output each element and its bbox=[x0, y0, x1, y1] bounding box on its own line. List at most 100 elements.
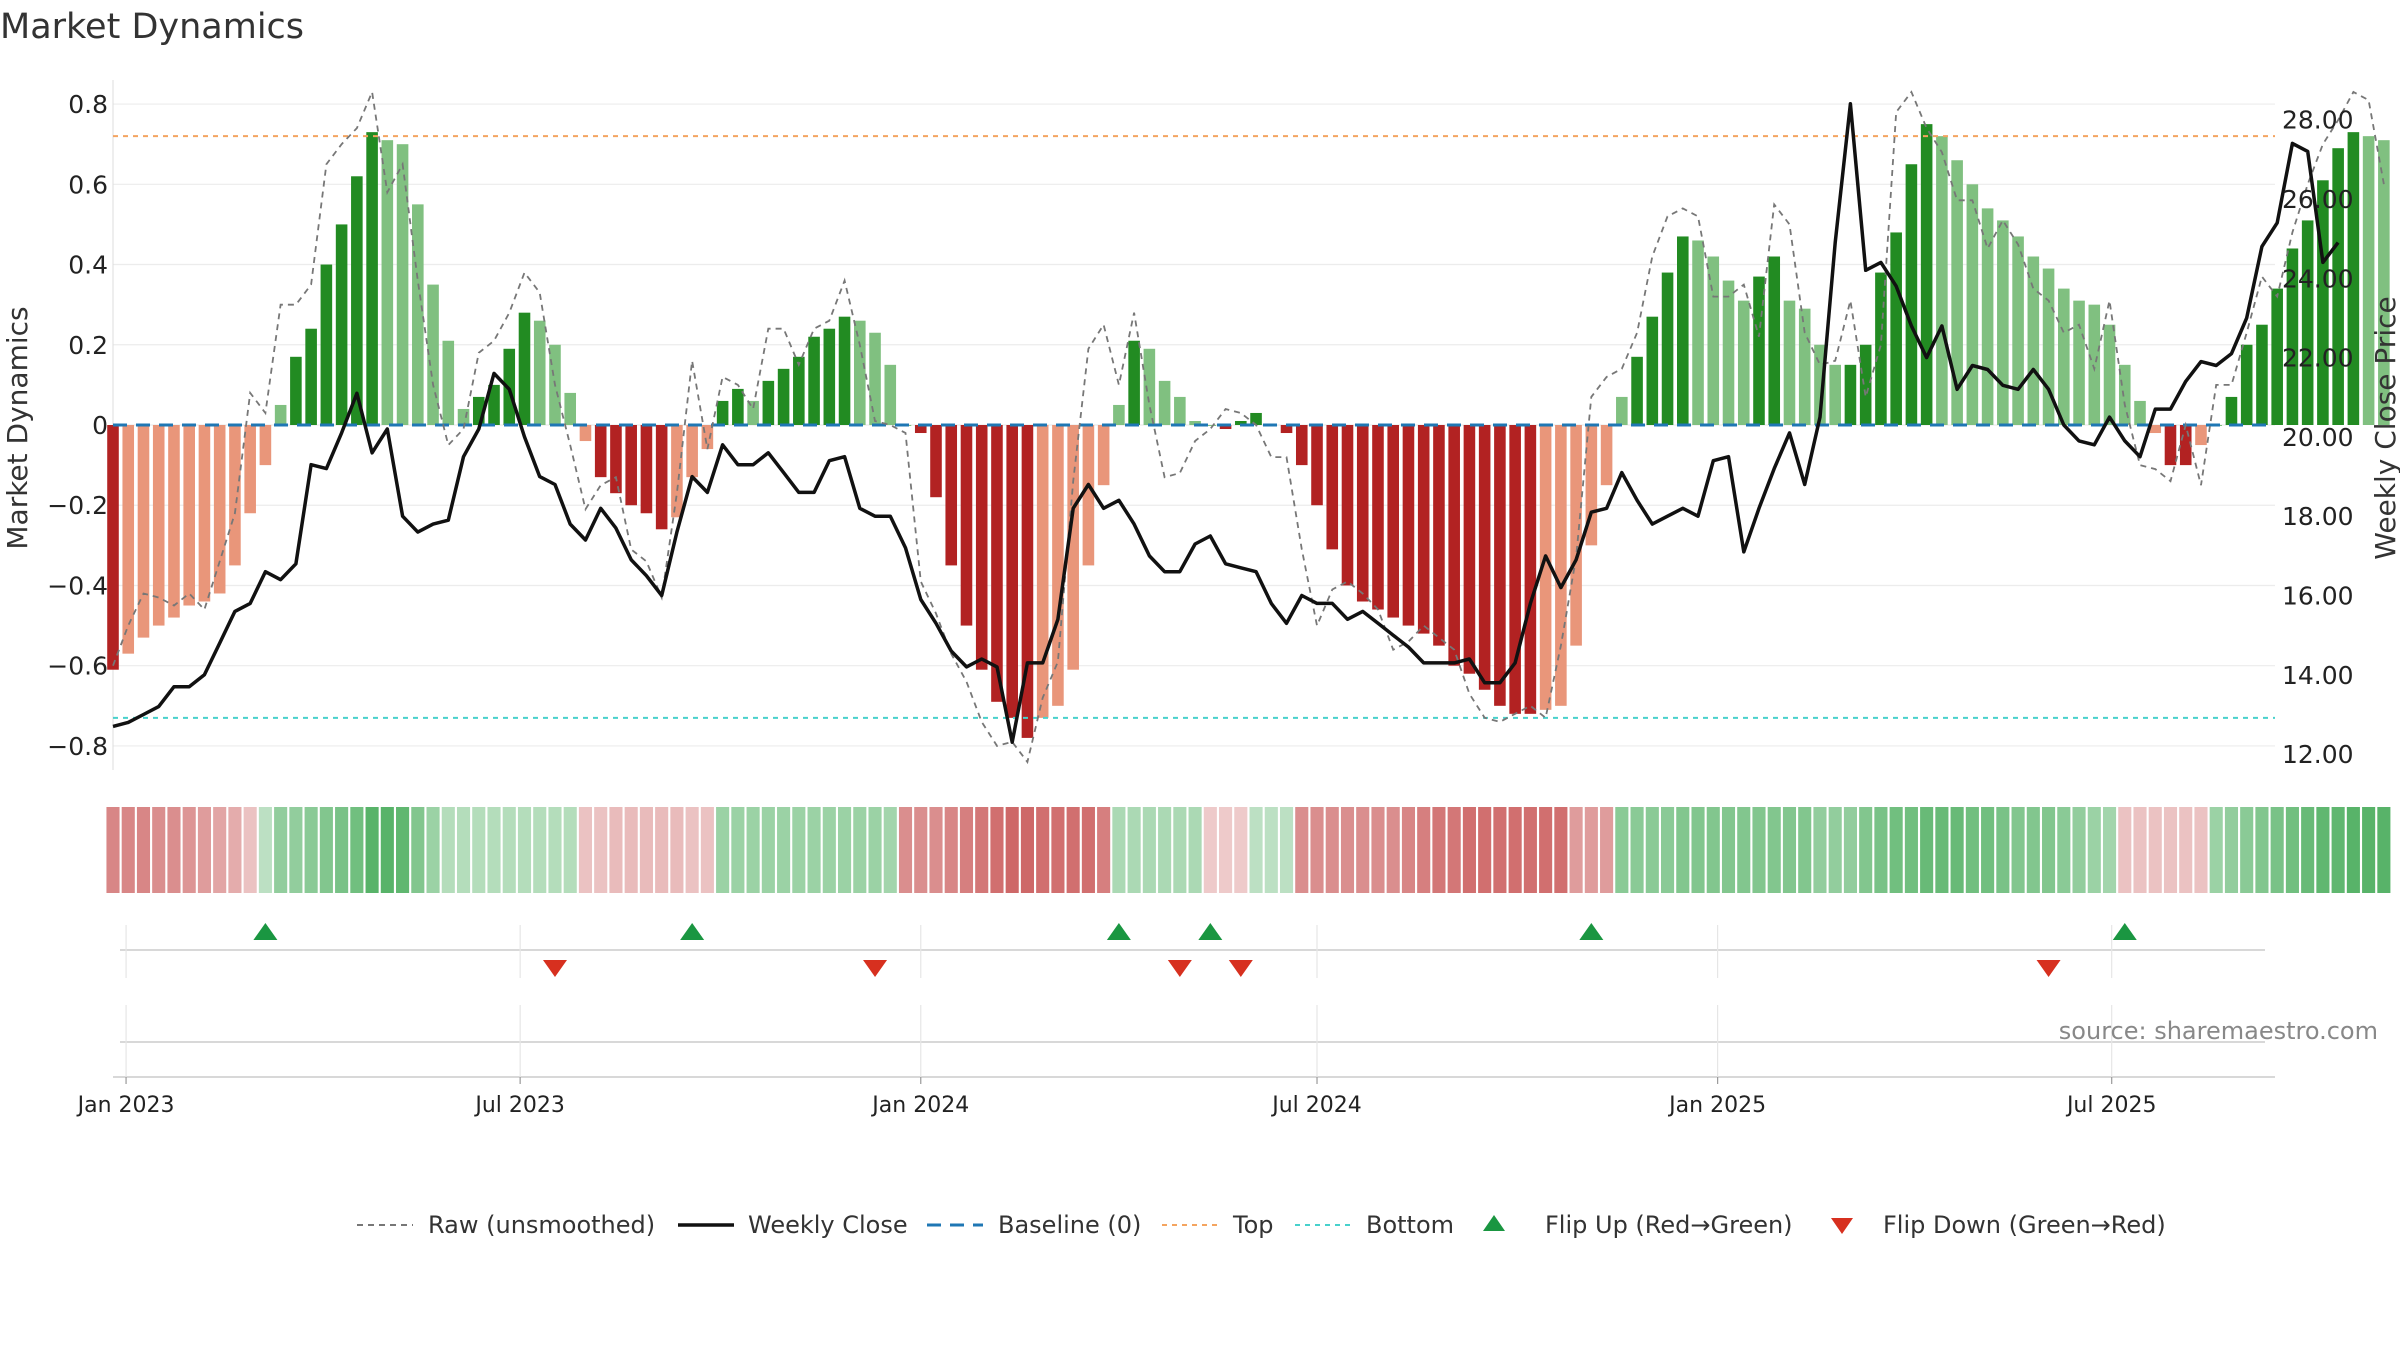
dynamics-bar bbox=[808, 336, 820, 425]
dynamics-bar bbox=[975, 425, 988, 670]
heat-strip-cell bbox=[1112, 807, 1126, 893]
dynamics-bar bbox=[1417, 425, 1430, 634]
dynamics-bar bbox=[1722, 280, 1735, 425]
dynamics-bar bbox=[625, 425, 637, 506]
heat-strip-cell bbox=[853, 807, 867, 893]
heat-strip-cell bbox=[1843, 807, 1857, 893]
y-tick-label: −0.8 bbox=[47, 732, 108, 761]
heat-strip-cell bbox=[1782, 807, 1797, 893]
heat-strip-cell bbox=[152, 807, 166, 893]
dynamics-bar bbox=[1631, 356, 1643, 425]
legend-label-flip-up: Flip Up (Red→Green) bbox=[1545, 1211, 1793, 1239]
heat-strip-cell bbox=[1325, 807, 1339, 893]
dynamics-bar bbox=[305, 328, 317, 425]
heat-strip-cell bbox=[1600, 807, 1614, 893]
heat-strip-cell bbox=[1478, 807, 1492, 893]
date-tick-label: Jan 2025 bbox=[1667, 1093, 1766, 1118]
dynamics-bar bbox=[168, 425, 180, 618]
legend-item-close: Weekly Close bbox=[678, 1211, 908, 1239]
y2-tick-label: 14.00 bbox=[2282, 661, 2354, 690]
dynamics-bar bbox=[137, 425, 150, 638]
dynamics-bar bbox=[2088, 304, 2101, 425]
legend-item-raw: Raw (unsmoothed) bbox=[357, 1211, 655, 1239]
y2-tick-label: 26.00 bbox=[2282, 185, 2354, 214]
weekly-close-line bbox=[112, 102, 2340, 744]
dynamics-bar bbox=[2317, 180, 2329, 425]
legend-item-bottom: Bottom bbox=[1295, 1211, 1454, 1239]
dynamics-bar bbox=[1036, 425, 1049, 718]
chart-title: Market Dynamics bbox=[0, 7, 304, 47]
heat-strip-cell bbox=[2377, 807, 2391, 893]
heat-strip-cell bbox=[274, 807, 288, 893]
dynamics-bar bbox=[1128, 340, 1140, 425]
dynamics-bar bbox=[1600, 425, 1613, 486]
dynamics-bar bbox=[869, 332, 881, 425]
heat-strip-cell bbox=[1508, 807, 1522, 893]
dynamics-bar bbox=[2301, 220, 2314, 425]
heat-strip-cell bbox=[1859, 807, 1873, 893]
y-tick-label: 0.8 bbox=[68, 90, 108, 119]
heat-strip-cell bbox=[1981, 807, 1995, 893]
heat-strip-cell bbox=[533, 807, 547, 893]
heat-strip-cell bbox=[2255, 807, 2269, 893]
heat-strip-cell bbox=[2362, 807, 2376, 893]
legend-item-baseline: Baseline (0) bbox=[927, 1211, 1141, 1239]
dynamics-bar bbox=[2240, 344, 2253, 425]
dynamics-bar bbox=[2073, 300, 2085, 425]
flip-up-marker bbox=[253, 923, 278, 940]
heat-strip-cell bbox=[1645, 807, 1659, 893]
heat-strip-cell bbox=[2118, 807, 2132, 893]
heat-strip-cell bbox=[1203, 807, 1217, 893]
heat-strip-cell bbox=[944, 807, 958, 893]
heat-strip-cell bbox=[1158, 807, 1172, 893]
heat-strip-cell bbox=[2194, 807, 2208, 893]
dynamics-bar bbox=[762, 380, 775, 425]
heat-strip-cell bbox=[1173, 807, 1187, 893]
flip-down-marker bbox=[2036, 960, 2061, 977]
dynamics-bar bbox=[1661, 272, 1674, 425]
flip-down-marker bbox=[542, 960, 567, 977]
legend-label-baseline: Baseline (0) bbox=[998, 1211, 1141, 1239]
dynamics-bar bbox=[1737, 300, 1750, 425]
flip-markers-panel bbox=[120, 923, 2265, 978]
dynamics-bar bbox=[1692, 240, 1704, 425]
regime-heat-strip bbox=[106, 807, 2391, 893]
heat-strip-cell bbox=[2087, 807, 2101, 893]
y2-tick-label: 28.00 bbox=[2282, 106, 2354, 135]
dynamics-bar bbox=[396, 144, 409, 426]
y-tick-label: 0 bbox=[92, 411, 108, 440]
heat-strip-cell bbox=[441, 807, 455, 893]
dynamics-bar bbox=[701, 425, 714, 450]
heat-strip-cell bbox=[1630, 807, 1644, 893]
dynamics-bar bbox=[1143, 348, 1156, 425]
dynamics-bar bbox=[1158, 380, 1171, 425]
heat-strip-cell bbox=[761, 807, 775, 893]
legend-label-close: Weekly Close bbox=[748, 1211, 908, 1239]
y2-tick-label: 12.00 bbox=[2282, 740, 2354, 769]
dynamics-bar bbox=[2042, 268, 2055, 425]
y2-axis-label: Weekly Close Price bbox=[2369, 296, 2400, 559]
heat-strip-cell bbox=[197, 807, 211, 893]
dynamics-bar bbox=[183, 425, 195, 606]
heat-strip-cell bbox=[655, 807, 669, 893]
y2-tick-label: 22.00 bbox=[2282, 344, 2354, 373]
heat-strip-cell bbox=[2224, 807, 2239, 893]
y2-tick-label: 24.00 bbox=[2282, 264, 2354, 293]
heat-strip-cell bbox=[258, 807, 272, 893]
heat-strip-cell bbox=[1005, 807, 1019, 893]
dynamics-bar bbox=[1280, 425, 1293, 434]
date-axis-ticks: Jan 2023 Jul 2023 Jan 2024 Jul 2024 Jan 2025… bbox=[76, 1077, 2156, 1118]
heat-strip-cell bbox=[1447, 807, 1461, 893]
legend-item-top: Top bbox=[1162, 1211, 1274, 1239]
bottom-panel bbox=[113, 1005, 2275, 1078]
dynamics-bar bbox=[1235, 420, 1247, 425]
legend-swatch-flip-down bbox=[1831, 1218, 1853, 1234]
heat-strip-cell bbox=[822, 807, 836, 893]
heat-strip-cell bbox=[182, 807, 196, 893]
dynamics-bar bbox=[1052, 425, 1064, 706]
heat-strip-cell bbox=[777, 807, 791, 893]
dynamics-bar bbox=[1082, 425, 1095, 566]
dynamics-bar bbox=[2378, 140, 2390, 425]
heat-strip-cell bbox=[2240, 807, 2254, 893]
heat-strip-cell bbox=[883, 807, 897, 893]
